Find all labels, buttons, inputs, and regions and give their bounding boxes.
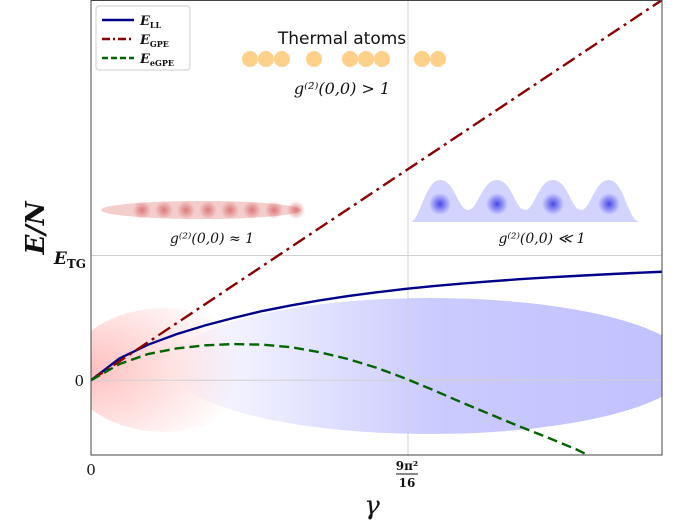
series-line-ll xyxy=(91,270,662,382)
x-axis-label: γ xyxy=(364,491,380,521)
legend-label-ll: ELL xyxy=(139,14,162,30)
thermal-title: Thermal atoms xyxy=(277,29,406,49)
plot-frame xyxy=(90,0,663,456)
thermal-g2-label: g⁽²⁾(0,0) > 1 xyxy=(294,79,390,98)
legend-label-sub: GPE xyxy=(150,39,169,49)
x-tick-label-numerator: 9π² xyxy=(396,459,418,473)
bec-blob xyxy=(243,201,261,219)
tg-atom xyxy=(429,193,451,215)
thermal-atom xyxy=(306,51,322,67)
tg-g2-label: g⁽²⁾(0,0) ≪ 1 xyxy=(498,231,585,247)
bec-blob xyxy=(155,201,173,219)
x-tick-label-tg: 9π² 16 xyxy=(396,459,418,490)
thermal-atom xyxy=(414,51,430,67)
legend-label-sub: eGPE xyxy=(150,58,174,68)
tonks-gas-illustration xyxy=(410,180,640,222)
thermal-atom xyxy=(258,51,274,67)
bec-blob xyxy=(177,201,195,219)
legend-label-main: E xyxy=(139,33,151,48)
bec-blob xyxy=(287,201,305,219)
bec-condensate-illustration xyxy=(101,201,305,219)
y-tick-label-etg-main: E xyxy=(53,249,68,269)
bec-blob xyxy=(265,201,283,219)
legend-label-egpe: EeGPE xyxy=(139,52,174,68)
series-layer xyxy=(91,0,662,455)
thermal-atom xyxy=(342,51,358,67)
tg-density-bumps xyxy=(410,180,640,222)
bec-blob xyxy=(133,201,151,219)
tg-atom xyxy=(542,193,564,215)
thermal-atom xyxy=(242,51,258,67)
legend-label-sub: LL xyxy=(150,20,162,30)
thermal-atom xyxy=(430,51,446,67)
y-tick-label-zero: 0 xyxy=(74,372,84,390)
legend-label-main: E xyxy=(139,14,151,29)
series-line-egpe xyxy=(91,342,589,455)
thermal-atom xyxy=(374,51,390,67)
series-line-gpe xyxy=(91,0,662,382)
blue-region-shading xyxy=(170,298,662,434)
thermal-atoms-illustration xyxy=(242,51,446,67)
x-tick-label-zero: 0 xyxy=(86,461,96,479)
thermal-atom xyxy=(358,51,374,67)
y-tick-label-etg: ETG xyxy=(53,249,86,271)
legend-label-main: E xyxy=(139,52,151,67)
tg-atom xyxy=(598,193,620,215)
x-tick-label-denominator: 16 xyxy=(399,476,416,490)
bec-g2-label: g⁽²⁾(0,0) ≈ 1 xyxy=(170,231,254,247)
y-axis-label: E/N xyxy=(21,200,51,255)
bec-blob xyxy=(221,201,239,219)
red-region-shading xyxy=(91,308,260,432)
tg-atom xyxy=(486,193,508,215)
thermal-atom xyxy=(274,51,290,67)
legend-box xyxy=(95,5,191,71)
bec-blob xyxy=(199,201,217,219)
legend-label-gpe: EGPE xyxy=(139,33,169,49)
y-tick-label-etg-sub: TG xyxy=(67,257,86,271)
